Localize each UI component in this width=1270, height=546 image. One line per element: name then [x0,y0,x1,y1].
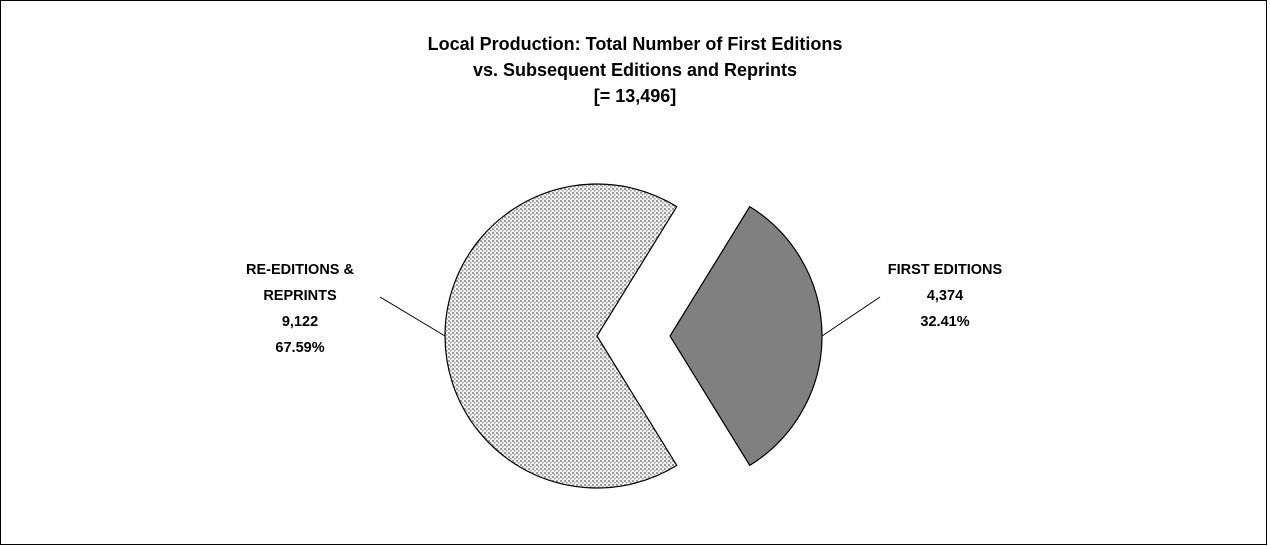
pie-slice [669,205,823,467]
label-line: 67.59% [275,340,325,356]
leader-line [821,296,881,337]
chart-title: Local Production: Total Number of First … [428,34,843,54]
slice-label: FIRST EDITIONS 4,374 32.41% [860,257,1030,335]
pie-slice [444,183,678,489]
label-line: RE-EDITIONS & REPRINTS [246,262,354,304]
label-line: 9,122 [281,314,319,330]
chart-subtitle: [= 13,496] [594,86,677,106]
label-line: 32.41% [920,314,970,330]
label-line: 4,374 [926,288,964,304]
chart-title: vs. Subsequent Editions and Reprints [473,60,797,80]
slice-label: RE-EDITIONS & REPRINTS 9,122 67.59% [215,257,385,361]
label-line: FIRST EDITIONS [887,262,1003,278]
leader-line [379,296,446,337]
